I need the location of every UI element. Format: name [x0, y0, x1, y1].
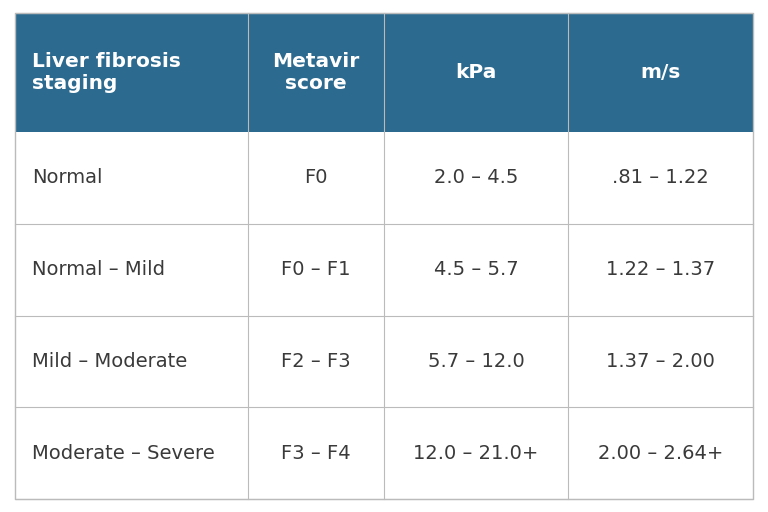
Bar — [15, 132, 753, 224]
Text: Normal – Mild: Normal – Mild — [32, 260, 165, 279]
Bar — [15, 224, 753, 315]
Text: Normal: Normal — [32, 168, 103, 187]
Text: Liver fibrosis
staging: Liver fibrosis staging — [32, 52, 181, 93]
Text: Moderate – Severe: Moderate – Severe — [32, 444, 215, 463]
Text: 5.7 – 12.0: 5.7 – 12.0 — [428, 352, 525, 371]
Text: F0 – F1: F0 – F1 — [281, 260, 350, 279]
Bar — [15, 13, 753, 132]
Text: 2.00 – 2.64+: 2.00 – 2.64+ — [598, 444, 723, 463]
Text: 1.22 – 1.37: 1.22 – 1.37 — [606, 260, 715, 279]
Bar — [15, 315, 753, 408]
Text: 1.37 – 2.00: 1.37 – 2.00 — [606, 352, 715, 371]
Text: F3 – F4: F3 – F4 — [281, 444, 351, 463]
Text: .81 – 1.22: .81 – 1.22 — [612, 168, 709, 187]
Text: Metavir
score: Metavir score — [272, 52, 359, 93]
Text: kPa: kPa — [455, 63, 497, 82]
Text: 12.0 – 21.0+: 12.0 – 21.0+ — [413, 444, 539, 463]
Text: Mild – Moderate: Mild – Moderate — [32, 352, 187, 371]
Text: 2.0 – 4.5: 2.0 – 4.5 — [434, 168, 518, 187]
Text: F0: F0 — [304, 168, 327, 187]
Text: m/s: m/s — [641, 63, 680, 82]
Text: 4.5 – 5.7: 4.5 – 5.7 — [434, 260, 518, 279]
Bar — [15, 408, 753, 499]
Text: F2 – F3: F2 – F3 — [281, 352, 351, 371]
